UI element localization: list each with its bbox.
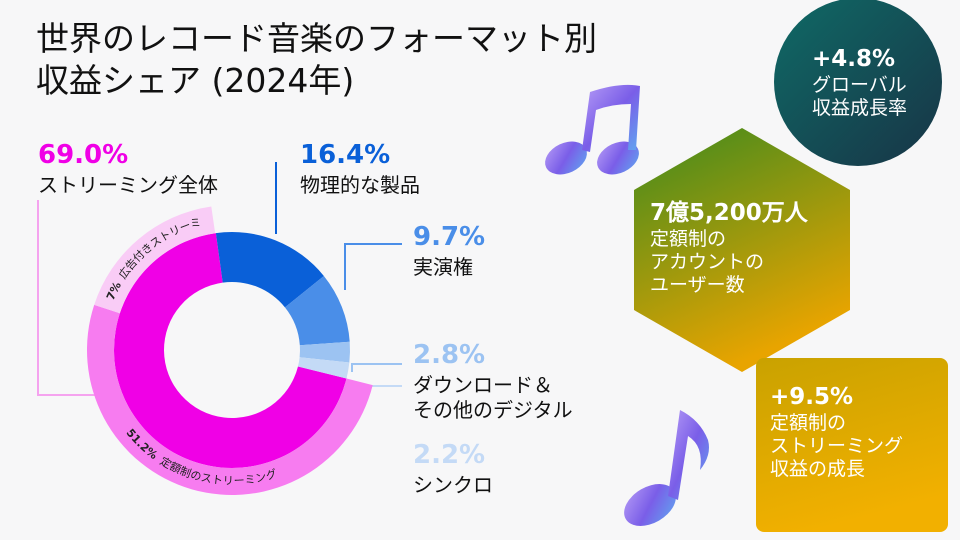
stat-value: +4.8%	[812, 44, 907, 74]
stat-label: グローバル 収益成長率	[812, 74, 907, 120]
value-label: 2.2%	[413, 440, 485, 470]
title-line: 収益シェア (2024年)	[36, 60, 597, 102]
stat: 7億5,200万人定額制の アカウントの ユーザー数	[650, 198, 808, 297]
stat-label: 定額制の アカウントの ユーザー数	[650, 228, 808, 297]
value-label: 9.7%	[413, 222, 485, 252]
stat-value: +9.5%	[770, 382, 903, 412]
value-label: 16.4%	[300, 140, 390, 170]
title-line: 世界のレコード音楽のフォーマット別	[36, 18, 597, 60]
category-label: シンクロ	[413, 473, 493, 498]
stat-value: 7億5,200万人	[650, 198, 808, 228]
page: 51.2%定額制のストリーミング17.7%広告付きストリーミング 世界のレコード…	[0, 0, 960, 540]
stat-label: 定額制の ストリーミング 収益の成長	[770, 412, 903, 481]
title: 世界のレコード音楽のフォーマット別 収益シェア (2024年)	[36, 18, 597, 102]
category-label: 物理的な製品	[300, 173, 420, 198]
music-note	[617, 410, 709, 535]
value-label: 2.8%	[413, 340, 485, 370]
stat: +9.5%定額制の ストリーミング 収益の成長	[770, 382, 903, 481]
leader-line	[352, 364, 402, 372]
category-label: 実演権	[413, 255, 473, 280]
leader-line	[345, 244, 402, 290]
category-label: ダウンロード＆ その他のデジタル	[413, 373, 573, 423]
category-label: ストリーミング全体	[38, 173, 218, 198]
stat: +4.8%グローバル 収益成長率	[812, 44, 907, 120]
value-label: 69.0%	[38, 140, 128, 170]
